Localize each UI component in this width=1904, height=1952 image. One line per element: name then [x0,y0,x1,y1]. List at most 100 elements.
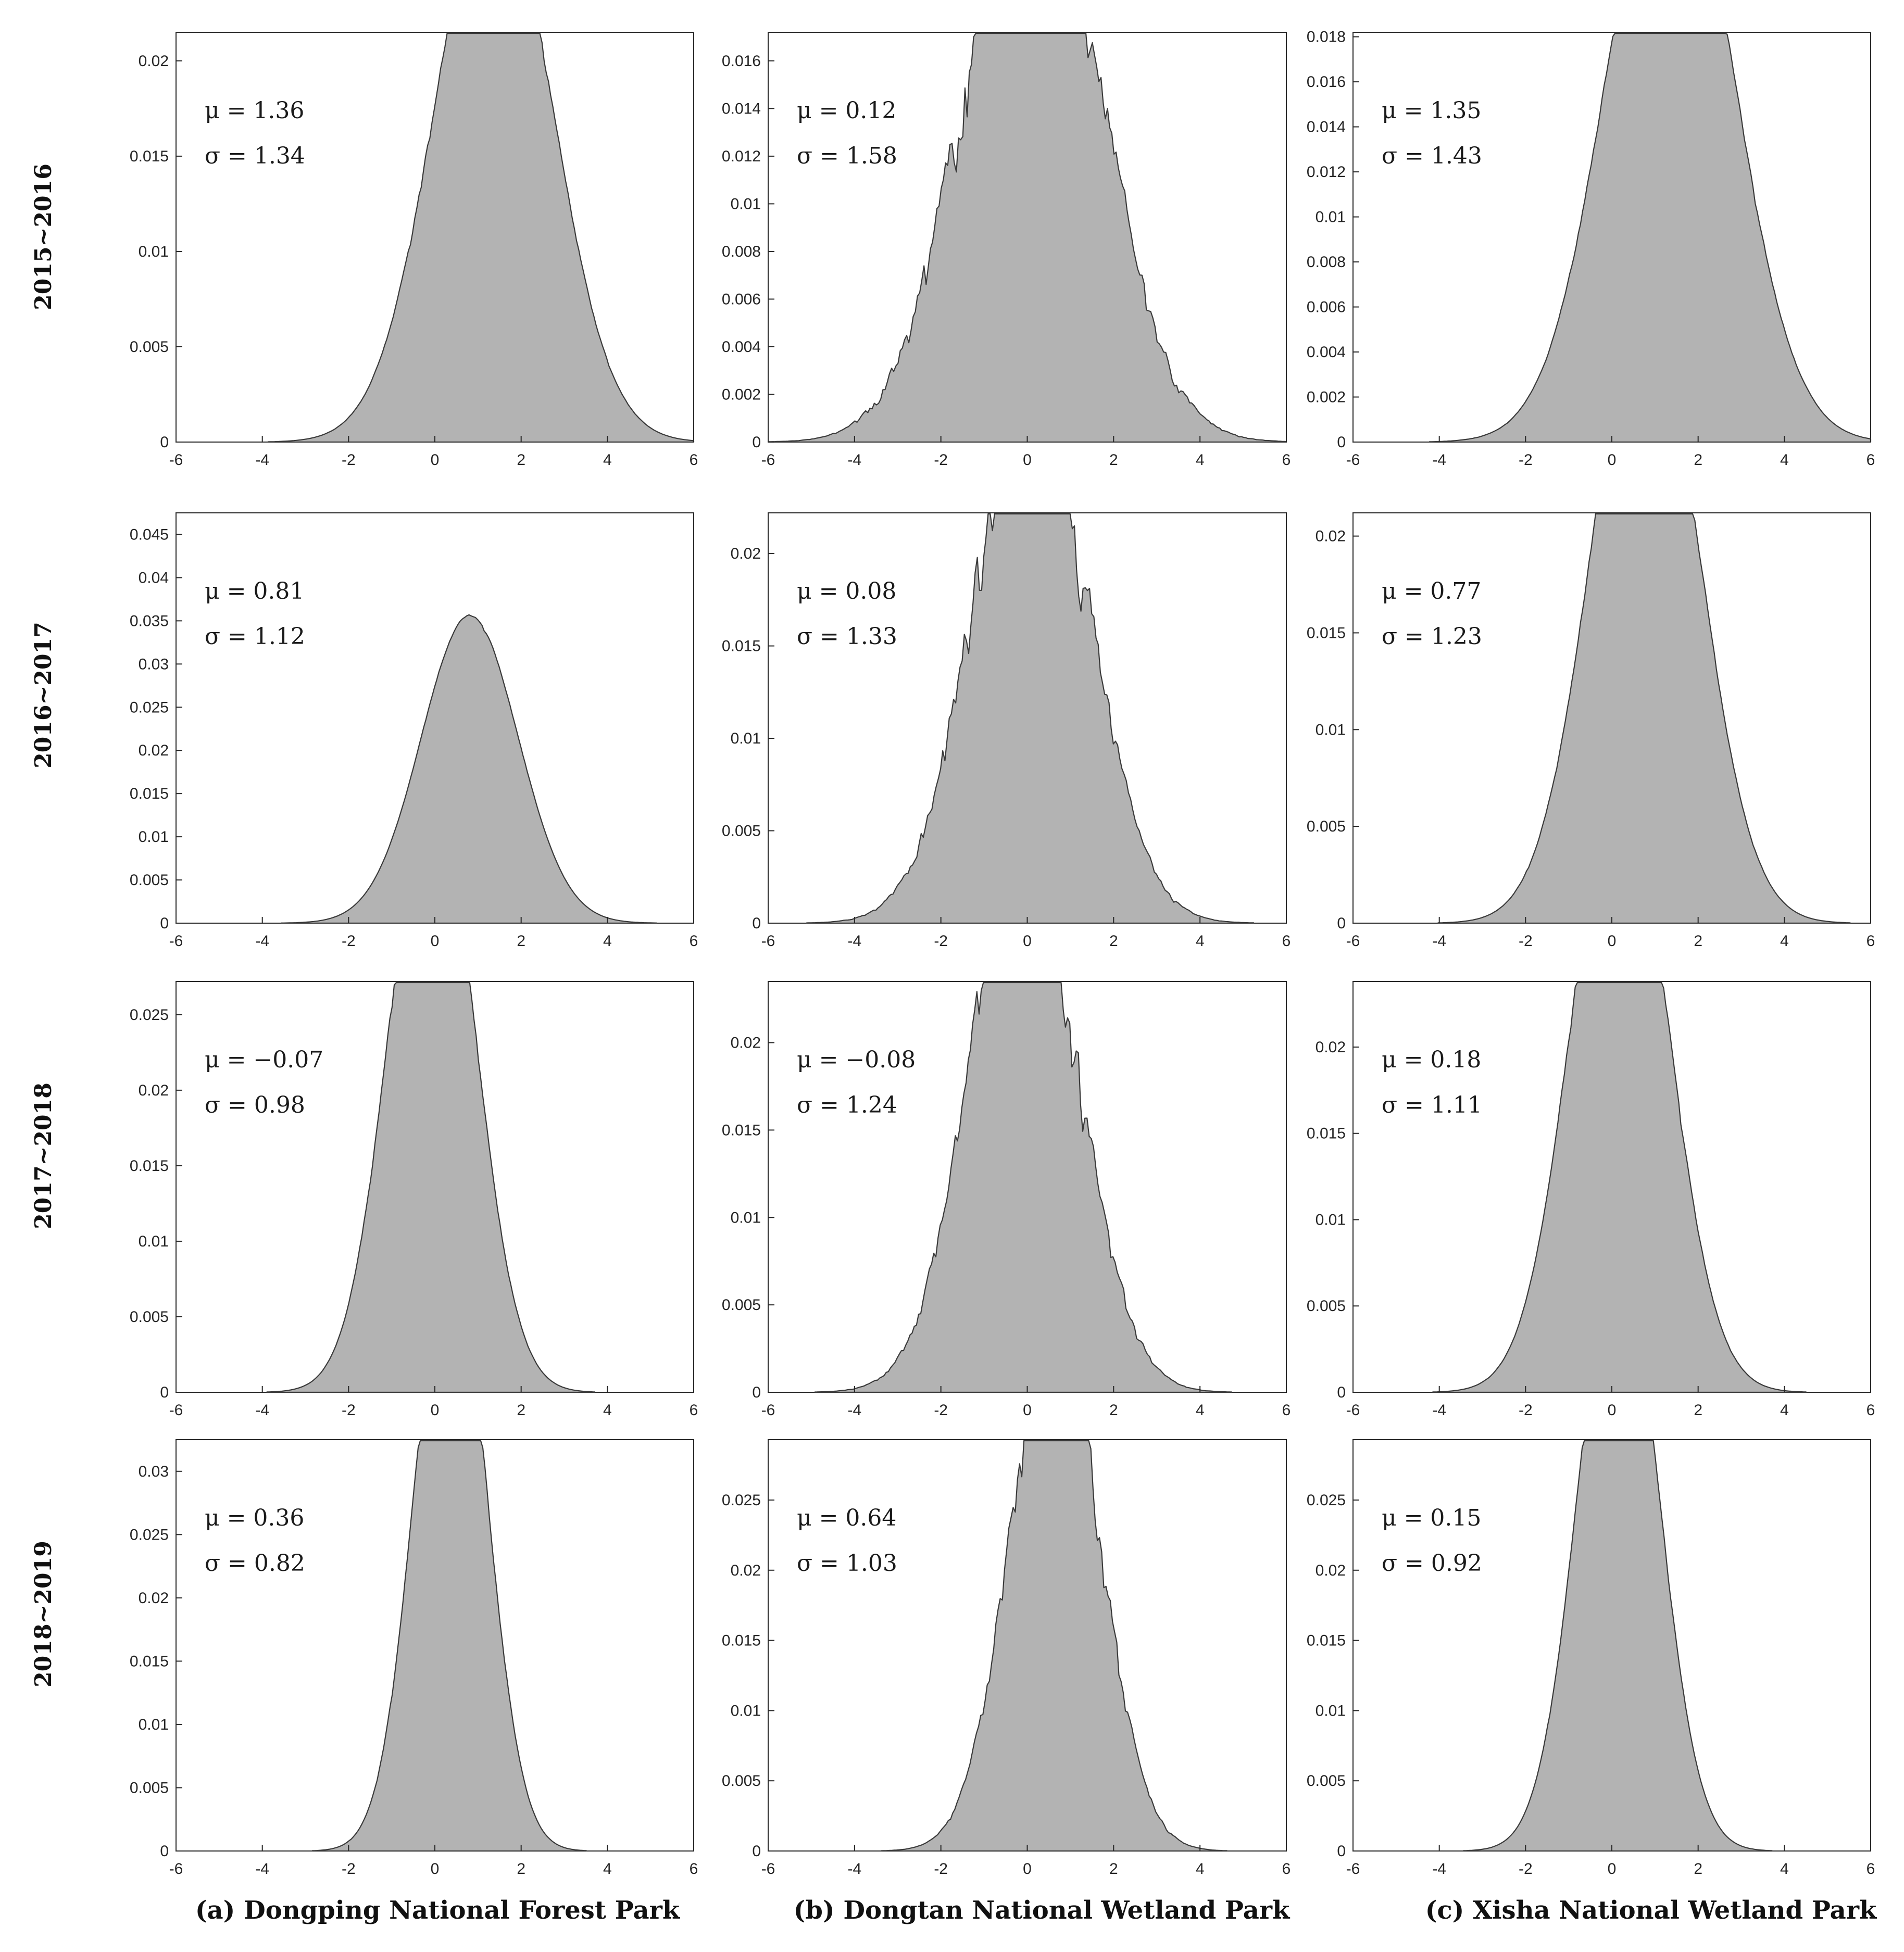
x-tick-label: 0 [1023,933,1032,950]
y-tick-label: 0.015 [722,638,761,655]
x-tick-label: 4 [1780,451,1789,469]
row-label-2018-2019: 2018~2019 [30,1541,57,1687]
x-tick-label: -2 [342,451,356,469]
y-tick-label: 0.02 [731,1562,761,1579]
x-tick-label: 2 [1109,451,1118,469]
y-tick-label: 0.01 [731,1702,761,1719]
x-tick-label: -4 [1432,933,1446,950]
y-tick-label: 0.015 [1307,1125,1346,1142]
y-tick-label: 0.025 [1307,1492,1346,1509]
y-tick-label: 0.01 [731,195,761,212]
y-tick-label: 0.016 [1307,73,1346,91]
y-tick-label: 0.01 [1316,721,1346,738]
mu-annotation: μ = −0.07 [205,1047,323,1073]
y-tick-label: 0.015 [1307,1632,1346,1649]
x-tick-label: -2 [934,1402,948,1419]
y-tick-label: 0.004 [1307,344,1346,361]
distribution-area [1432,981,1807,1393]
x-tick-label: 4 [1780,1860,1789,1878]
x-tick-label: 4 [1780,933,1789,950]
x-tick-label: 6 [1867,451,1875,469]
x-tick-label: -2 [1519,451,1533,469]
x-tick-label: -2 [1519,1402,1533,1419]
y-tick-label: 0.02 [139,1082,169,1099]
mu-annotation: μ = 1.35 [1382,97,1481,124]
panel-r2-c1: -6 -4 -2 0 2 4 6 0 0.005 0.01 0.015 0.02 μ = −0.08 σ … [722,981,1291,1419]
distribution-area [1429,32,1872,443]
y-tick-label: 0 [752,1384,761,1401]
x-tick-label: -4 [1432,1402,1446,1419]
x-tick-label: -6 [169,933,183,950]
y-tick-label: 0.005 [1307,1772,1346,1790]
caption-xisha: (c) Xisha National Wetland Park [1425,1896,1877,1925]
y-tick-label: 0.01 [1316,1702,1346,1719]
sigma-annotation: σ = 1.43 [1382,143,1482,169]
panel-r0-c2: -6 -4 -2 0 2 4 6 0 0.002 0.004 0.006 0.008 0.01 0.012… [1307,29,1875,469]
y-tick-label: 0.02 [139,1590,169,1607]
sigma-annotation: σ = 0.92 [1382,1550,1482,1577]
x-tick-label: 4 [1196,1860,1205,1878]
y-tick-label: 0.004 [722,338,761,356]
y-tick-label: 0.005 [130,338,169,356]
x-tick-label: 6 [1867,933,1875,950]
y-tick-label: 0.01 [1316,1211,1346,1228]
row-label-2016-2017: 2016~2017 [30,622,57,769]
distribution-area [267,32,695,443]
x-tick-label: 2 [1694,451,1702,469]
x-tick-label: 4 [603,451,612,469]
distribution-area [767,32,1287,443]
x-tick-label: -4 [255,1860,269,1878]
sigma-annotation: σ = 1.58 [797,143,897,169]
x-tick-label: 0 [1608,1860,1617,1878]
y-tick-label: 0.01 [139,1716,169,1733]
x-tick-label: 6 [1282,933,1291,950]
y-tick-label: 0.01 [139,828,169,846]
sigma-annotation: σ = 1.24 [797,1092,897,1118]
y-tick-label: 0.016 [722,53,761,70]
x-tick-label: 4 [1196,451,1205,469]
panel-r1-c2: -6 -4 -2 0 2 4 6 0 0.005 0.01 0.015 0.02 μ = 0.77 σ =… [1307,512,1875,950]
x-tick-label: 0 [431,1402,440,1419]
y-tick-label: 0.015 [130,1157,169,1175]
y-tick-label: 0.015 [1307,624,1346,641]
mu-annotation: μ = 0.64 [797,1505,896,1531]
x-tick-label: 6 [1282,451,1291,469]
x-tick-label: 6 [1282,1402,1291,1419]
x-tick-label: -6 [1346,451,1360,469]
x-tick-label: -2 [934,933,948,950]
panel-r1-c1: -6 -4 -2 0 2 4 6 0 0.005 0.01 0.015 0.02 μ = 0.08 σ =… [722,512,1291,950]
y-tick-label: 0 [752,1843,761,1860]
sigma-annotation: σ = 1.33 [797,623,897,650]
y-tick-label: 0 [752,915,761,932]
x-tick-label: 2 [517,1860,525,1878]
x-tick-label: 6 [1867,1402,1875,1419]
panel-r3-c0: -6 -4 -2 0 2 4 6 0 0.005 0.01 0.015 0.02 0.025 0.03 μ … [130,1439,698,1878]
y-tick-label: 0.002 [722,386,761,403]
x-tick-label: -4 [847,1860,861,1878]
y-tick-label: 0.01 [731,730,761,747]
mu-annotation: μ = −0.08 [797,1047,916,1073]
y-tick-label: 0.015 [130,785,169,802]
sigma-annotation: σ = 0.98 [205,1092,305,1118]
y-tick-label: 0.005 [130,872,169,889]
x-tick-label: -6 [761,1402,775,1419]
x-tick-label: 2 [1109,1860,1118,1878]
x-tick-label: -2 [1519,933,1533,950]
y-tick-label: 0.03 [139,656,169,673]
y-tick-label: 0.005 [1307,818,1346,835]
y-tick-label: 0.015 [130,1653,169,1670]
sigma-annotation: σ = 0.82 [205,1550,305,1577]
x-tick-label: -4 [255,1402,269,1419]
y-tick-label: 0.045 [130,526,169,543]
y-tick-label: 0.04 [139,569,169,586]
y-tick-label: 0.01 [139,243,169,260]
panels: -6 -4 -2 0 2 4 6 0 0.005 0.01 0.015 0.02 μ = 1.36 σ =… [130,29,1875,1878]
x-tick-label: -6 [169,451,183,469]
y-tick-label: 0.005 [130,1779,169,1796]
x-tick-label: 0 [1023,451,1032,469]
y-tick-label: 0.005 [722,1772,761,1790]
x-tick-label: -6 [1346,1402,1360,1419]
x-tick-label: 2 [1109,1402,1118,1419]
x-tick-label: -6 [761,933,775,950]
